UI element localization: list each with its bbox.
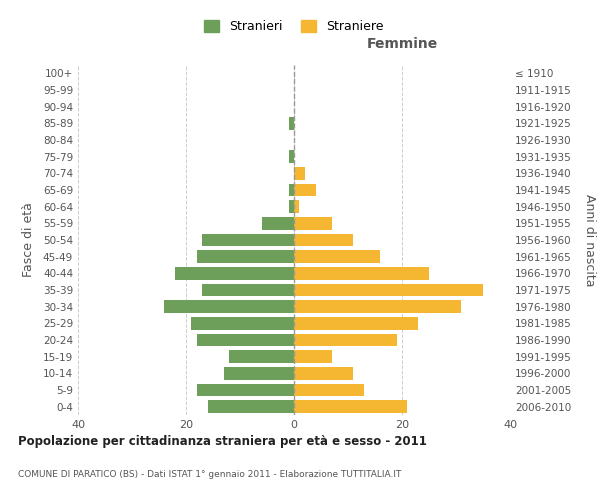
Bar: [191, 317, 294, 330]
Bar: [175, 267, 294, 280]
Bar: [289, 200, 294, 213]
Bar: [294, 284, 483, 296]
Bar: [202, 284, 294, 296]
Bar: [229, 350, 294, 363]
Bar: [224, 367, 294, 380]
Bar: [208, 400, 294, 413]
Bar: [294, 234, 353, 246]
Bar: [294, 200, 299, 213]
Bar: [294, 250, 380, 263]
Bar: [294, 384, 364, 396]
Y-axis label: Anni di nascita: Anni di nascita: [583, 194, 596, 286]
Bar: [294, 350, 332, 363]
Bar: [294, 367, 353, 380]
Bar: [197, 250, 294, 263]
Bar: [294, 167, 305, 179]
Bar: [294, 184, 316, 196]
Text: COMUNE DI PARATICO (BS) - Dati ISTAT 1° gennaio 2011 - Elaborazione TUTTITALIA.I: COMUNE DI PARATICO (BS) - Dati ISTAT 1° …: [18, 470, 401, 479]
Bar: [289, 184, 294, 196]
Bar: [289, 117, 294, 130]
Y-axis label: Fasce di età: Fasce di età: [22, 202, 35, 278]
Bar: [289, 150, 294, 163]
Bar: [294, 300, 461, 313]
Bar: [197, 334, 294, 346]
Text: Femmine: Femmine: [367, 37, 437, 51]
Bar: [294, 334, 397, 346]
Bar: [164, 300, 294, 313]
Bar: [294, 400, 407, 413]
Bar: [294, 217, 332, 230]
Bar: [262, 217, 294, 230]
Text: Popolazione per cittadinanza straniera per età e sesso - 2011: Popolazione per cittadinanza straniera p…: [18, 435, 427, 448]
Legend: Stranieri, Straniere: Stranieri, Straniere: [199, 15, 389, 38]
Bar: [294, 267, 429, 280]
Bar: [197, 384, 294, 396]
Bar: [202, 234, 294, 246]
Bar: [294, 317, 418, 330]
